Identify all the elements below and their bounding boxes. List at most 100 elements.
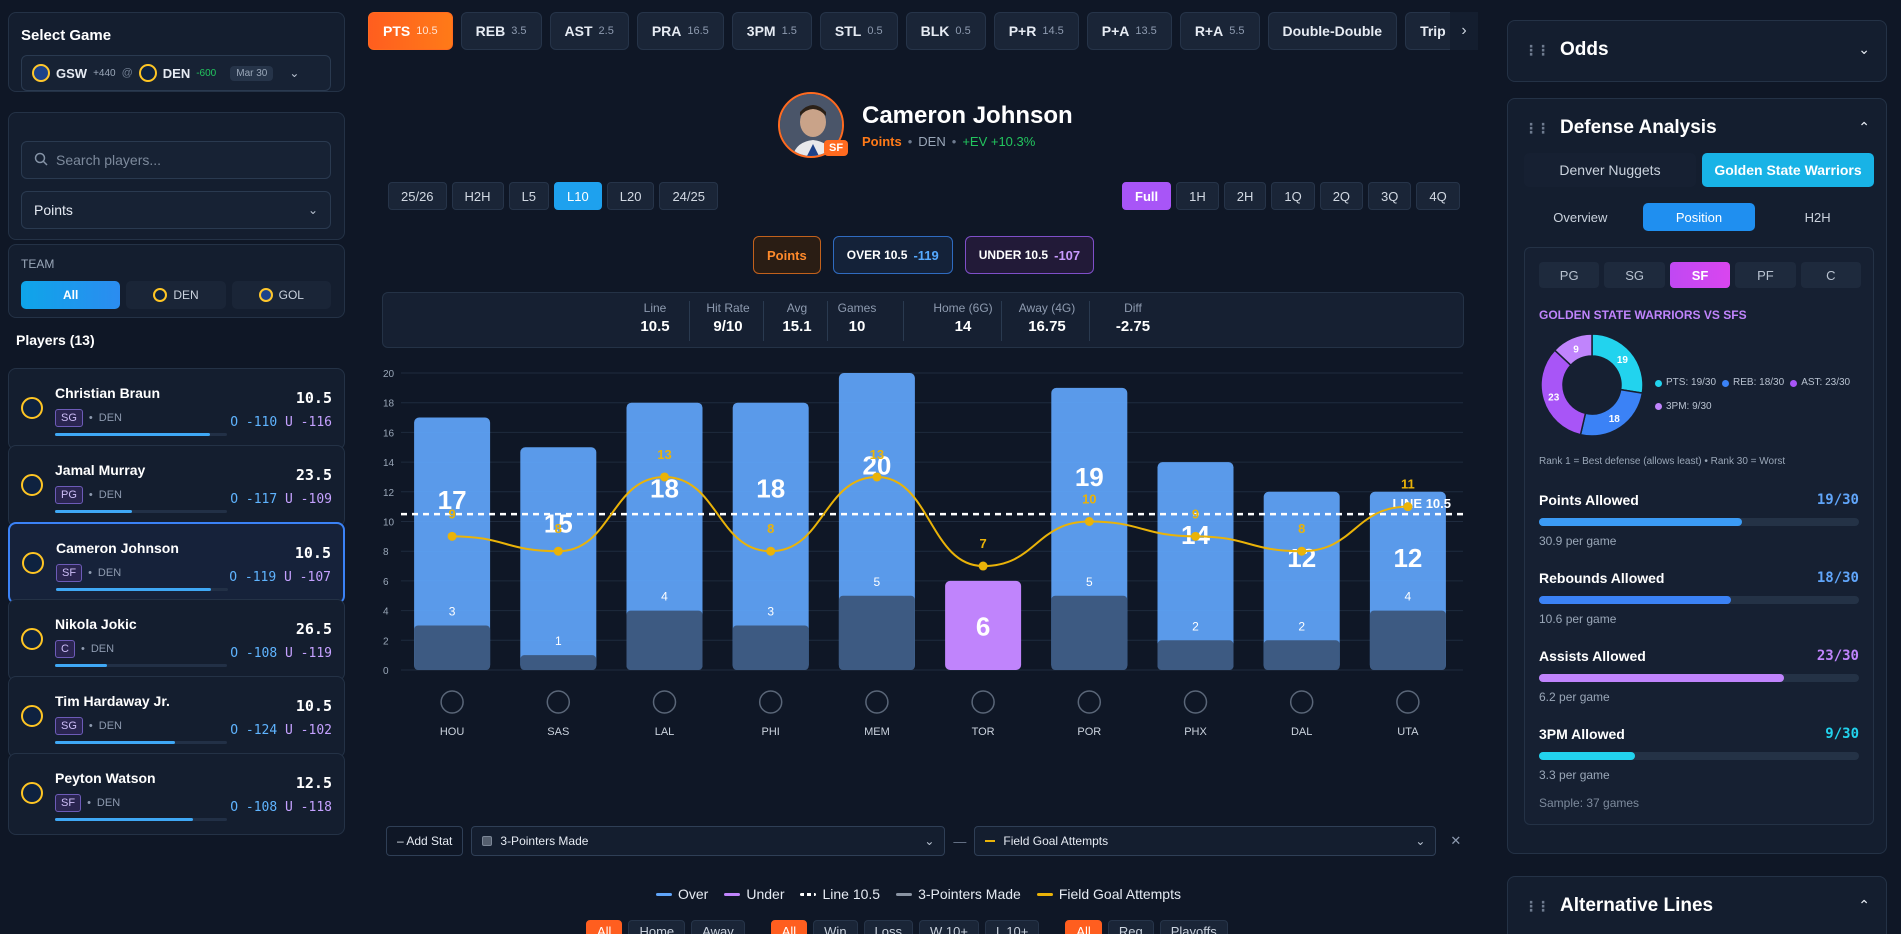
stat-tab-3pm[interactable]: 3PM 1.5 bbox=[731, 12, 812, 50]
filter-loss[interactable]: Loss bbox=[863, 920, 914, 934]
stat-select[interactable]: Points ⌄ bbox=[21, 191, 331, 229]
stat-tab-label: BLK bbox=[920, 23, 950, 39]
close-icon[interactable]: ✕ bbox=[1450, 833, 1462, 848]
chevron-up-icon[interactable]: ⌃ bbox=[1858, 897, 1870, 913]
second-stat-select[interactable]: Field Goal Attempts ⌄ bbox=[974, 826, 1437, 856]
filter-w-10-[interactable]: W 10+ bbox=[919, 920, 979, 934]
odds-spacer bbox=[277, 646, 285, 661]
game-selector[interactable]: GSW +440 @ DEN -600 Mar 30 ⌄ bbox=[21, 55, 331, 91]
stat-tab-p-a[interactable]: P+A 13.5 bbox=[1086, 12, 1172, 50]
filter-home[interactable]: Home bbox=[628, 920, 686, 934]
team-tab-gol[interactable]: GOL bbox=[231, 281, 331, 309]
stat-tab-blk[interactable]: BLK 0.5 bbox=[905, 12, 986, 50]
stat-tab-pts[interactable]: PTS 10.5 bbox=[368, 12, 453, 50]
stat-tab-r-a[interactable]: R+A 5.5 bbox=[1179, 12, 1260, 50]
player-card[interactable]: Jamal Murray PG • DEN 23.5 O -117 U -109 bbox=[8, 445, 345, 527]
pos-tab-sf[interactable]: SF bbox=[1669, 262, 1731, 288]
pos-tab-pf[interactable]: PF bbox=[1735, 262, 1796, 288]
period-tab-1h[interactable]: 1H bbox=[1176, 182, 1219, 210]
drag-handle-icon[interactable]: ⋮⋮ bbox=[1524, 897, 1550, 914]
chevron-up-icon[interactable]: ⌃ bbox=[1858, 119, 1870, 135]
stat-tab-p-r[interactable]: P+R 14.5 bbox=[993, 12, 1079, 50]
player-card[interactable]: Cameron Johnson SF • DEN 10.5 O -119 U -107 bbox=[8, 522, 345, 604]
player-subtitle: Points • DEN • +EV +10.3% bbox=[862, 134, 1035, 149]
range-tab-l5[interactable]: L5 bbox=[508, 182, 550, 210]
stat-tab-double-double[interactable]: Double-Double bbox=[1267, 12, 1398, 50]
ev-value: +EV +10.3% bbox=[962, 134, 1036, 149]
filter-all[interactable]: All bbox=[770, 920, 808, 934]
stat-tab-pra[interactable]: PRA 16.5 bbox=[636, 12, 724, 50]
over-pill[interactable]: OVER 10.5 -119 bbox=[832, 236, 953, 274]
y-tick-label: 4 bbox=[383, 607, 389, 618]
period-tab-3q[interactable]: 3Q bbox=[1368, 182, 1412, 210]
stat-tab-label: P+R bbox=[1008, 23, 1037, 39]
range-tab-24-25[interactable]: 24/25 bbox=[659, 182, 718, 210]
period-tab-2q[interactable]: 2Q bbox=[1319, 182, 1364, 210]
period-tab-2h[interactable]: 2H bbox=[1223, 182, 1267, 210]
filter-playoffs[interactable]: Playoffs bbox=[1159, 920, 1228, 934]
player-card[interactable]: Christian Braun SG • DEN 10.5 O -110 U -116 bbox=[8, 368, 345, 450]
period-tab-full[interactable]: Full bbox=[1122, 182, 1172, 210]
search-input[interactable] bbox=[56, 152, 316, 168]
stat-tab-reb[interactable]: REB 3.5 bbox=[460, 12, 542, 50]
stat-tab-stl[interactable]: STL 0.5 bbox=[819, 12, 898, 50]
y-tick-label: 10 bbox=[383, 518, 395, 529]
filter-reg[interactable]: Reg bbox=[1107, 920, 1154, 934]
player-card[interactable]: Tim Hardaway Jr. SG • DEN 10.5 O -124 U -102 bbox=[8, 676, 345, 758]
chevron-down-icon: ⌄ bbox=[289, 66, 300, 80]
filter-win[interactable]: Win bbox=[813, 920, 858, 934]
player-card[interactable]: Peyton Watson SF • DEN 12.5 O -108 U -118 bbox=[8, 753, 345, 835]
period-tab-4q[interactable]: 4Q bbox=[1416, 182, 1460, 210]
player-card[interactable]: Nikola Jokic C • DEN 26.5 O -108 U -119 bbox=[8, 599, 345, 681]
search-box[interactable] bbox=[21, 141, 331, 179]
tpm-label: 4 bbox=[661, 590, 668, 604]
range-tab-l10[interactable]: L10 bbox=[554, 182, 602, 210]
team-tab-all[interactable]: All bbox=[21, 281, 121, 309]
filter-group: All Win Loss W 10+ L 10+ bbox=[770, 920, 1040, 934]
filter-all[interactable]: All bbox=[1065, 920, 1102, 934]
defense-header: ⋮⋮ Defense Analysis bbox=[1524, 117, 1717, 139]
tab-h2h[interactable]: H2H bbox=[1804, 209, 1831, 225]
filter-l-10-[interactable]: L 10+ bbox=[984, 920, 1040, 934]
scroll-right-icon[interactable]: › bbox=[1450, 12, 1478, 50]
drag-handle-icon[interactable]: ⋮⋮ bbox=[1524, 41, 1550, 58]
team-tab-gsw[interactable]: Golden State Warriors bbox=[1702, 153, 1874, 187]
player-line: 23.5 bbox=[295, 466, 332, 484]
filter-away[interactable]: Away bbox=[691, 920, 745, 934]
stat-tab-label: STL bbox=[834, 23, 862, 39]
pos-tab-c[interactable]: C bbox=[1800, 262, 1862, 288]
drag-handle-icon[interactable]: ⋮⋮ bbox=[1524, 119, 1550, 136]
period-tab-1q[interactable]: 1Q bbox=[1271, 182, 1315, 210]
stat-tab-label: Double-Double bbox=[1282, 23, 1383, 39]
player-name: Cameron Johnson bbox=[862, 102, 1073, 129]
odds-panel[interactable]: ⋮⋮ Odds ⌄ bbox=[1507, 20, 1887, 82]
bar-value-label: 19 bbox=[1075, 462, 1104, 492]
add-stat-button[interactable]: – Add Stat bbox=[386, 826, 464, 856]
range-tab-l20[interactable]: L20 bbox=[606, 182, 655, 210]
pos-tab-pg[interactable]: PG bbox=[1539, 262, 1600, 288]
den-logo-icon bbox=[21, 705, 43, 727]
first-stat-select[interactable]: 3-Pointers Made ⌄ bbox=[471, 826, 946, 856]
tab-overview[interactable]: Overview bbox=[1553, 209, 1608, 225]
pos-tab-sg[interactable]: SG bbox=[1604, 262, 1665, 288]
donut-legend-label: AST: 23/30 bbox=[1801, 377, 1851, 388]
filter-all[interactable]: All bbox=[586, 920, 623, 934]
alt-lines-panel[interactable]: ⋮⋮ Alternative Lines ⌃ bbox=[1507, 876, 1887, 934]
tab-position[interactable]: Position bbox=[1642, 203, 1756, 231]
team-tab-den[interactable]: DEN bbox=[126, 281, 226, 309]
stat-tab-ast[interactable]: AST 2.5 bbox=[549, 12, 629, 50]
stat-tab-label: R+A bbox=[1194, 23, 1224, 39]
range-tab-25-26[interactable]: 25/26 bbox=[388, 182, 447, 210]
stat-tab-label: P+A bbox=[1101, 23, 1130, 39]
team-tab-denver[interactable]: Denver Nuggets bbox=[1524, 153, 1696, 187]
summary-label: Diff bbox=[1124, 301, 1142, 315]
progress-fill bbox=[55, 664, 107, 667]
fga-point bbox=[1297, 546, 1307, 556]
defense-team-tabs: Denver Nuggets Golden State Warriors bbox=[1524, 153, 1874, 187]
chevron-down-icon[interactable]: ⌄ bbox=[1858, 41, 1870, 57]
range-tab-h2h[interactable]: H2H bbox=[451, 182, 504, 210]
under-pill[interactable]: UNDER 10.5 -107 bbox=[964, 236, 1095, 274]
player-name: Peyton Watson bbox=[55, 770, 156, 786]
away-team: GSW bbox=[56, 65, 88, 81]
stat-pill[interactable]: Points bbox=[753, 236, 821, 274]
